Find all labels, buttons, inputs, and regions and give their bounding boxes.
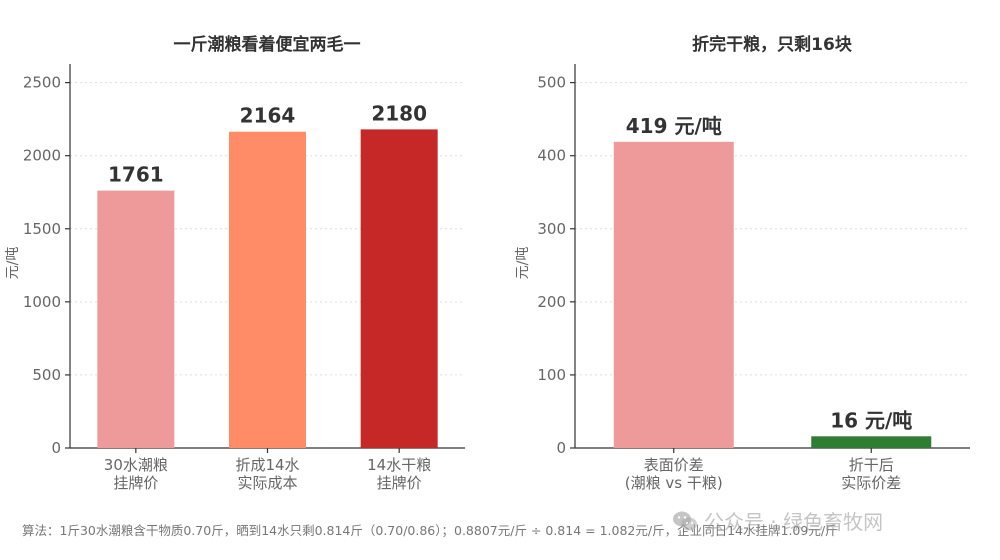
chart1-y-axis-label: 元/吨 (5, 247, 21, 280)
chart2-ytick-label: 100 (537, 366, 566, 384)
watermark-text: 公众号 · 绿色畜牧网 (704, 510, 884, 534)
footnote: 算法：1斤30水潮粮含干物质0.70斤，晒到14水只剩0.814斤（0.70/0… (22, 523, 838, 538)
chart1-data-label: 2180 (371, 101, 427, 125)
wechat-icon (673, 511, 697, 530)
chart1-category-label: 挂牌价 (113, 474, 158, 492)
chart1-bar (97, 190, 175, 448)
chart1-bar (229, 131, 306, 448)
chart2-title: 折完干粮，只剩16块 (692, 34, 853, 55)
watermark: 公众号 · 绿色畜牧网 (672, 506, 883, 535)
chart1-category-label: 折成14水 (235, 456, 299, 474)
chart2-ytick-label: 400 (537, 147, 566, 165)
chart1-bar (360, 129, 438, 448)
chart2-y-axis-label: 元/吨 (515, 247, 531, 280)
chart1-data-label: 1761 (108, 163, 164, 187)
chart1-ytick-label: 1500 (23, 220, 61, 238)
chart1-ytick-label: 500 (32, 366, 61, 384)
chart2-ytick-label: 500 (537, 74, 566, 92)
chart2-data-label: 419 元/吨 (626, 114, 722, 138)
chart1-ytick-label: 1000 (23, 293, 61, 311)
chart1-ytick-label: 0 (51, 439, 61, 457)
chart2-category-label: 实际价差 (841, 474, 901, 492)
chart1-category-label: 实际成本 (237, 474, 297, 492)
chart2-data-label: 16 元/吨 (830, 408, 912, 432)
chart1-ytick-label: 2000 (23, 147, 61, 165)
chart1-ytick-label: 2500 (23, 74, 61, 92)
chart1-data-label: 2164 (240, 104, 296, 128)
chart2-ytick-label: 200 (537, 293, 566, 311)
chart2-bar (613, 141, 734, 449)
chart1-category-label: 挂牌价 (377, 474, 422, 492)
chart1-category-label: 14水干粮 (367, 456, 431, 474)
chart2-category-label: 折干后 (849, 456, 894, 474)
chart2-ytick-label: 0 (556, 439, 566, 457)
chart2-ytick-label: 300 (537, 220, 566, 238)
chart1-category-label: 30水潮粮 (104, 456, 168, 474)
chart2-bar (811, 436, 932, 448)
chart2-category-label: (潮粮 vs 干粮) (625, 474, 723, 492)
chart2-category-label: 表面价差 (644, 456, 704, 474)
chart1-title: 一斤潮粮看着便宜两毛一 (174, 34, 361, 55)
